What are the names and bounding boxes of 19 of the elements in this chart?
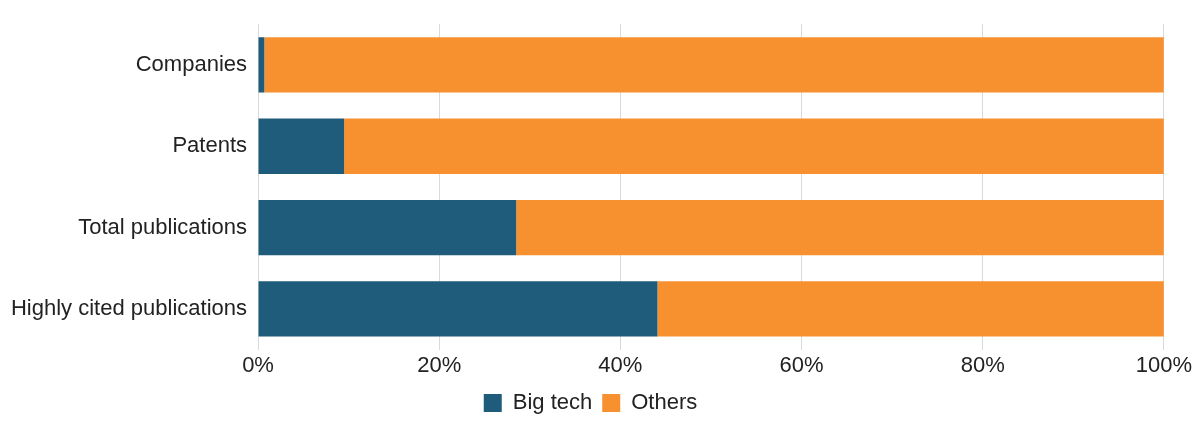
bar [258, 281, 658, 337]
bar [258, 118, 345, 174]
bar [657, 281, 1164, 337]
y-tick-label: Patents [172, 132, 248, 158]
bar [264, 37, 1164, 93]
bar [344, 118, 1164, 174]
x-tick-label: 0% [242, 351, 274, 377]
bar [516, 199, 1164, 256]
x-tick-label: 60% [779, 351, 824, 377]
bar [258, 199, 517, 256]
legend-label: Others [631, 389, 698, 415]
x-tick-label: 40% [598, 351, 643, 377]
y-tick-label: Companies [135, 50, 248, 76]
y-tick-label: Total publications [78, 213, 248, 239]
x-tick-label: 20% [417, 351, 462, 377]
x-tick-label: 80% [960, 351, 1005, 377]
legend-label: Big tech [512, 389, 593, 415]
y-tick-label: Highly cited publications [10, 294, 248, 320]
x-tick-label: 100% [1135, 351, 1193, 377]
